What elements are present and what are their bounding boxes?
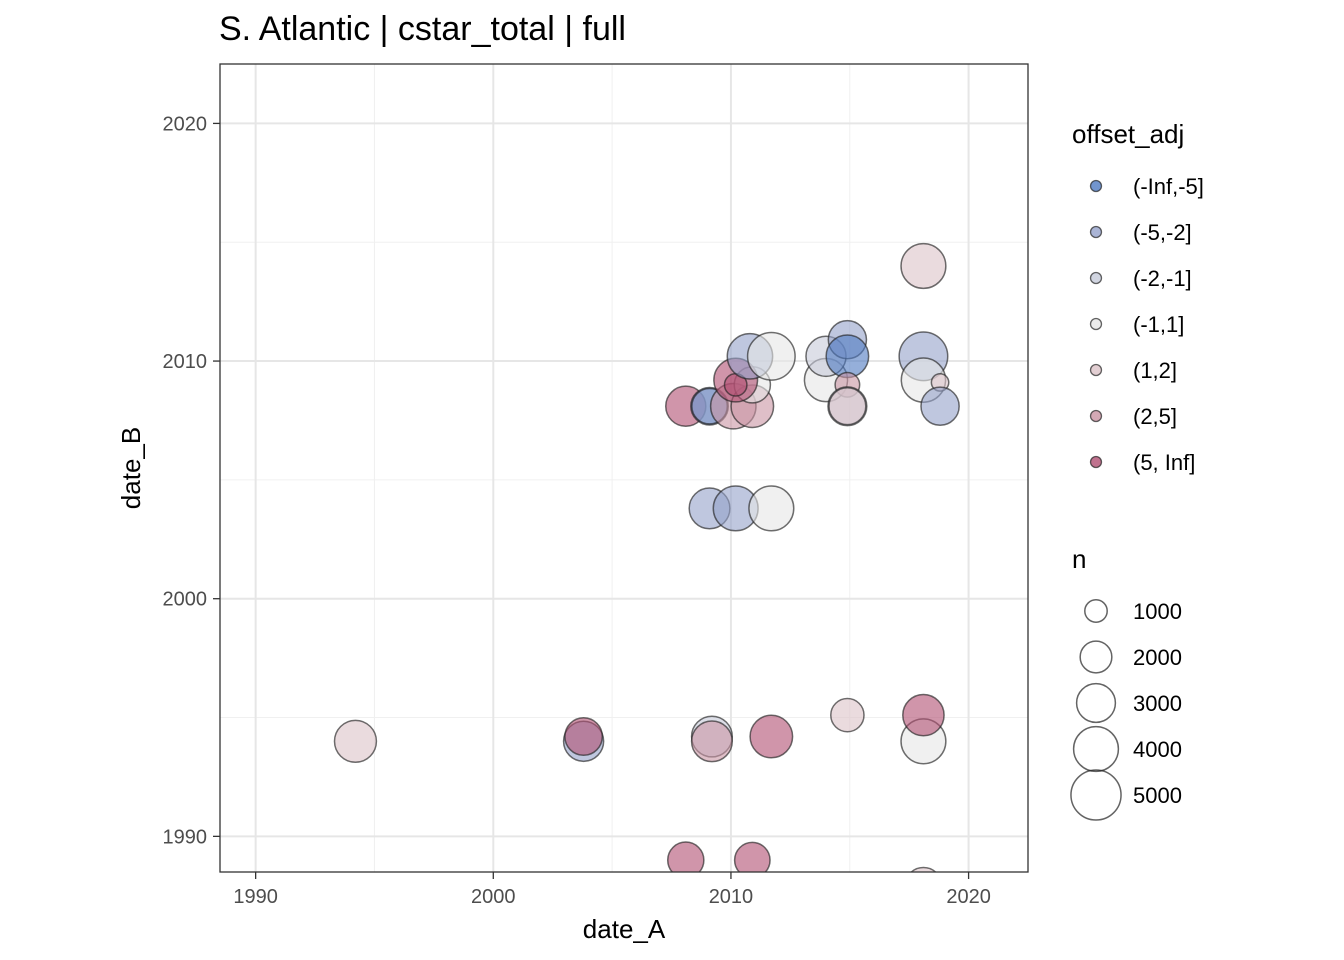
data-point [830, 697, 865, 733]
data-point [900, 242, 947, 290]
data-point [828, 387, 867, 426]
data-point [920, 386, 960, 427]
data-point [902, 693, 945, 737]
x-tick-label: 1990 [233, 886, 278, 908]
legend-size-label: 4000 [1133, 737, 1182, 762]
data-point [910, 866, 937, 872]
legend-size-label: 5000 [1133, 783, 1182, 808]
legend-size-key [1072, 725, 1120, 773]
legend-color-key [1089, 179, 1103, 193]
x-tick-label: 2010 [709, 886, 754, 908]
legend-color-key [1089, 363, 1103, 377]
x-tick-label: 2020 [946, 886, 991, 908]
legend-color-title: offset_adj [1072, 119, 1184, 149]
legend-color-label: (-2,-1] [1133, 266, 1192, 291]
legend-color-label: (-Inf,-5] [1133, 174, 1204, 199]
legend-color-key [1089, 271, 1103, 285]
legend-size-label: 1000 [1133, 599, 1182, 624]
legend-color-label: (-1,1] [1133, 312, 1184, 337]
legend-color-label: (1,2] [1133, 358, 1177, 383]
y-tick-label: 1990 [163, 826, 208, 848]
chart-title: S. Atlantic | cstar_total | full [219, 10, 626, 48]
legend-color: offset_adj (-Inf,-5] (-5,-2] (-2,-1] (-1,1]… [1072, 119, 1204, 475]
legend-color-key [1089, 225, 1103, 239]
legend-size-key [1075, 682, 1117, 724]
data-points [333, 242, 960, 872]
y-tick-label: 2010 [163, 351, 208, 373]
legend-color-key [1089, 409, 1103, 423]
legend-size-label: 2000 [1133, 645, 1182, 670]
data-point [690, 720, 734, 763]
y-tick-label: 2020 [163, 113, 208, 135]
legend-color-label: (2,5] [1133, 404, 1177, 429]
legend-color-key [1089, 455, 1103, 469]
legend-size-key [1084, 599, 1108, 623]
y-axis-label: date_B [116, 427, 146, 509]
legend-size-key [1079, 640, 1113, 674]
legend-color-label: (-5,-2] [1133, 220, 1192, 245]
data-point [746, 331, 796, 381]
grid [220, 64, 1028, 872]
y-tick-label: 2000 [163, 589, 208, 611]
data-point [825, 334, 870, 379]
x-tick-label: 2000 [471, 886, 516, 908]
plot-panel-border [219, 63, 1029, 873]
x-axis-label: date_A [583, 914, 666, 944]
data-point [666, 841, 705, 872]
data-point [333, 719, 378, 763]
legend-size: n 1000 2000 3000 4000 5000 [1070, 544, 1182, 821]
legend-size-title: n [1072, 544, 1086, 574]
data-point [733, 841, 771, 872]
data-point [564, 717, 604, 757]
legend-size-key [1070, 769, 1122, 821]
data-point [749, 714, 794, 759]
legend-color-key [1089, 317, 1103, 331]
legend-color-label: (5, Inf] [1133, 450, 1195, 475]
legend-size-label: 3000 [1133, 691, 1182, 716]
axes: 1990 2000 2010 2020 1990 2000 2010 2020 [163, 113, 991, 908]
data-point [748, 485, 795, 532]
